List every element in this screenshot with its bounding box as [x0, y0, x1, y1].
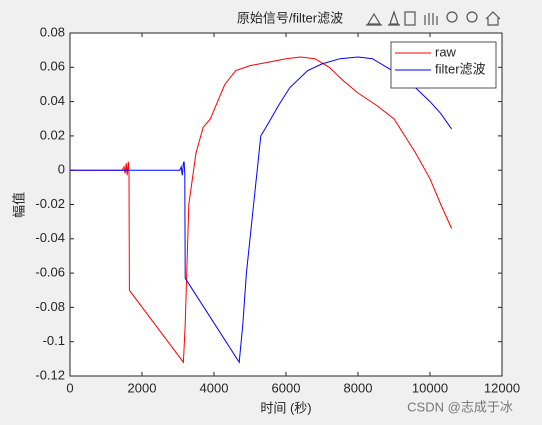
x-tick-label: 6000	[272, 380, 301, 395]
y-tick-label: -0.04	[35, 230, 65, 245]
x-tick-label: 10000	[412, 380, 448, 395]
y-tick-label: -0.06	[35, 265, 65, 280]
tool-zoom-in[interactable]	[446, 11, 458, 23]
tool-home[interactable]	[485, 11, 501, 26]
chart-title: 原始信号/filter滤波	[237, 10, 343, 25]
y-tick-label: -0.08	[35, 299, 65, 314]
x-tick-label: 8000	[344, 380, 373, 395]
tool-legend[interactable]	[404, 11, 416, 26]
tool-brush[interactable]	[366, 12, 382, 26]
legend-box	[390, 41, 497, 89]
legend-label: filter滤波	[435, 61, 486, 76]
x-tick-label: 0	[66, 380, 73, 395]
tool-datatip[interactable]	[388, 10, 400, 26]
y-tick-label: 0.06	[40, 59, 65, 74]
y-tick-label: -0.1	[43, 333, 65, 348]
y-axis-label: 幅值	[11, 192, 26, 218]
y-tick-label: 0.08	[40, 24, 65, 39]
watermark: CSDN @志成于冰	[407, 399, 513, 414]
tool-zoom-out[interactable]	[466, 11, 478, 23]
x-tick-label: 4000	[200, 380, 229, 395]
legend-label: raw	[435, 44, 457, 59]
toolbar[interactable]	[366, 10, 501, 26]
y-tick-label: 0.04	[40, 93, 65, 108]
y-tick-label: 0	[58, 162, 65, 177]
y-tick-label: 0.02	[40, 127, 65, 142]
x-tick-label: 12000	[484, 380, 520, 395]
x-tick-label: 2000	[128, 380, 157, 395]
y-tick-label: -0.02	[35, 196, 65, 211]
plot-area	[69, 32, 503, 377]
y-tick-label: -0.12	[35, 367, 65, 382]
tool-pan[interactable]	[424, 13, 438, 25]
line	[70, 56, 453, 364]
x-axis-label: 时间 (秒)	[260, 400, 311, 415]
